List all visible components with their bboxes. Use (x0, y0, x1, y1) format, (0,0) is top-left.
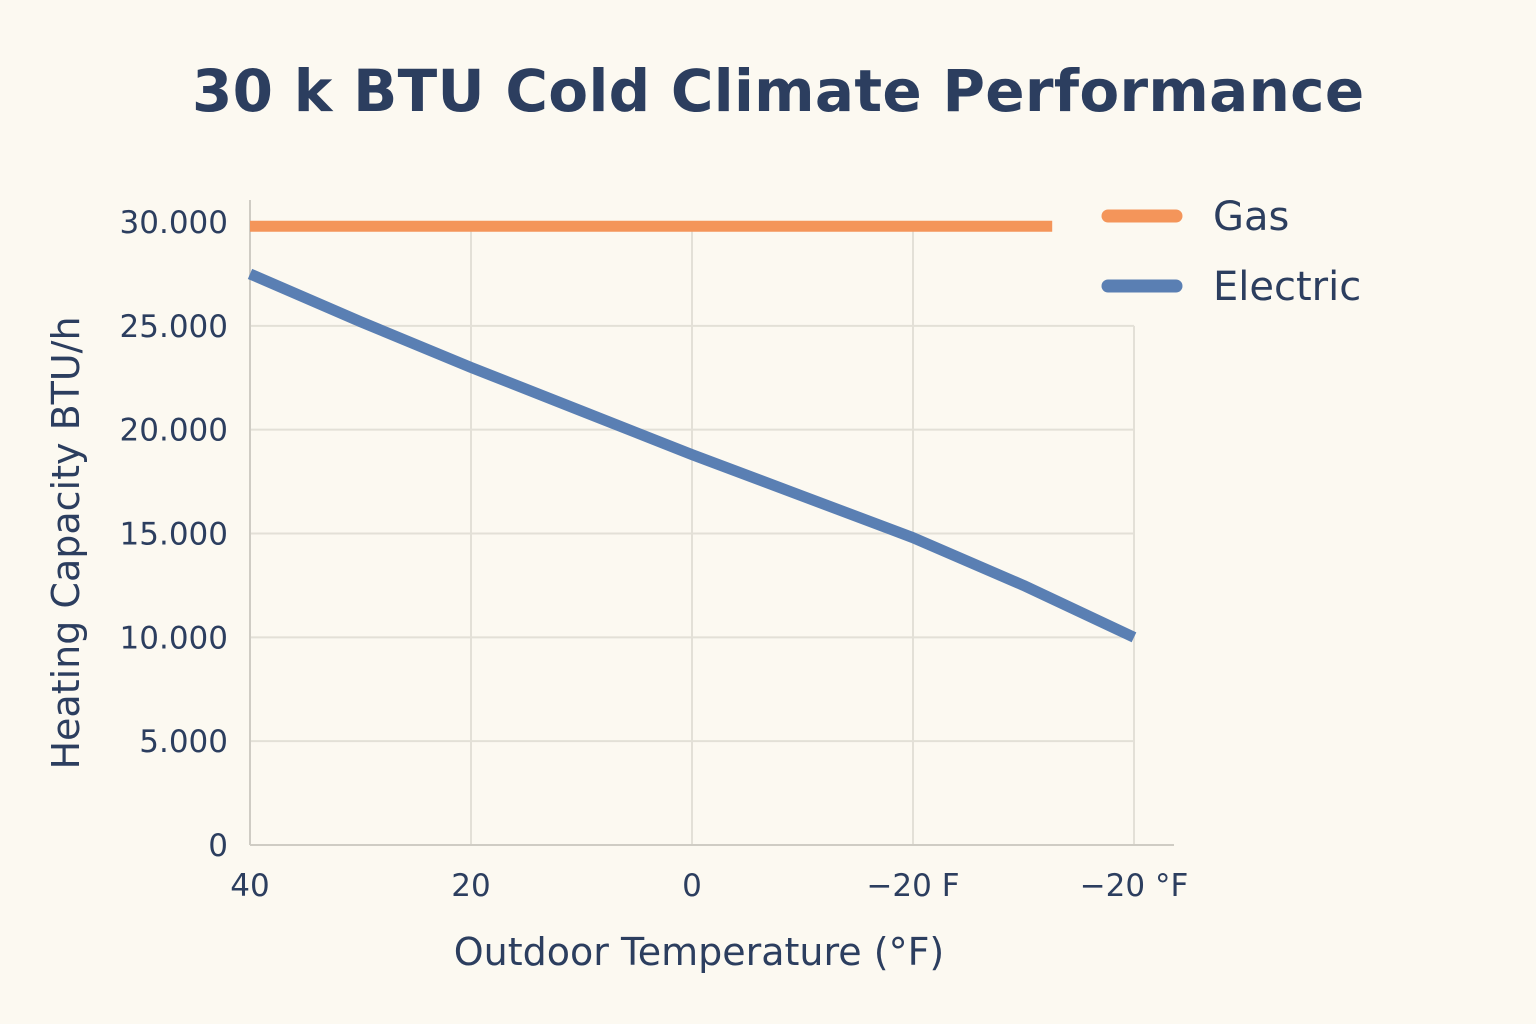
y-tick-label: 30.000 (120, 205, 228, 241)
series-line-electric (247, 268, 1137, 643)
x-tick-label: −20 F (866, 868, 959, 904)
y-tick-label: 25.000 (120, 309, 228, 345)
x-tick-labels: 40 20 0 −20 F −20 °F (230, 868, 1188, 904)
y-tick-labels: 0 5.000 10.000 15.000 20.000 25.000 30.000 (120, 205, 228, 864)
axes (249, 200, 1174, 846)
legend: Gas Electric (1101, 194, 1361, 310)
x-tick-label: 40 (230, 868, 269, 904)
x-axis-title: Outdoor Temperature (°F) (454, 930, 945, 974)
chart-title: 30 k BTU Cold Climate Performance (192, 57, 1365, 125)
y-tick-label: 15.000 (120, 517, 228, 553)
x-tick-label: 20 (451, 868, 490, 904)
legend-label-electric: Electric (1213, 264, 1361, 310)
legend-label-gas: Gas (1213, 194, 1289, 240)
gridlines (250, 230, 1135, 845)
y-tick-label: 0 (208, 828, 228, 864)
y-tick-label: 5.000 (139, 724, 228, 760)
y-tick-label: 10.000 (120, 620, 228, 656)
y-axis-title: Heating Capacity BTU/h (44, 316, 88, 769)
y-tick-label: 20.000 (120, 413, 228, 449)
series-lines (247, 220, 1137, 643)
x-tick-label: −20 °F (1080, 868, 1189, 904)
x-tick-label: 0 (682, 868, 702, 904)
